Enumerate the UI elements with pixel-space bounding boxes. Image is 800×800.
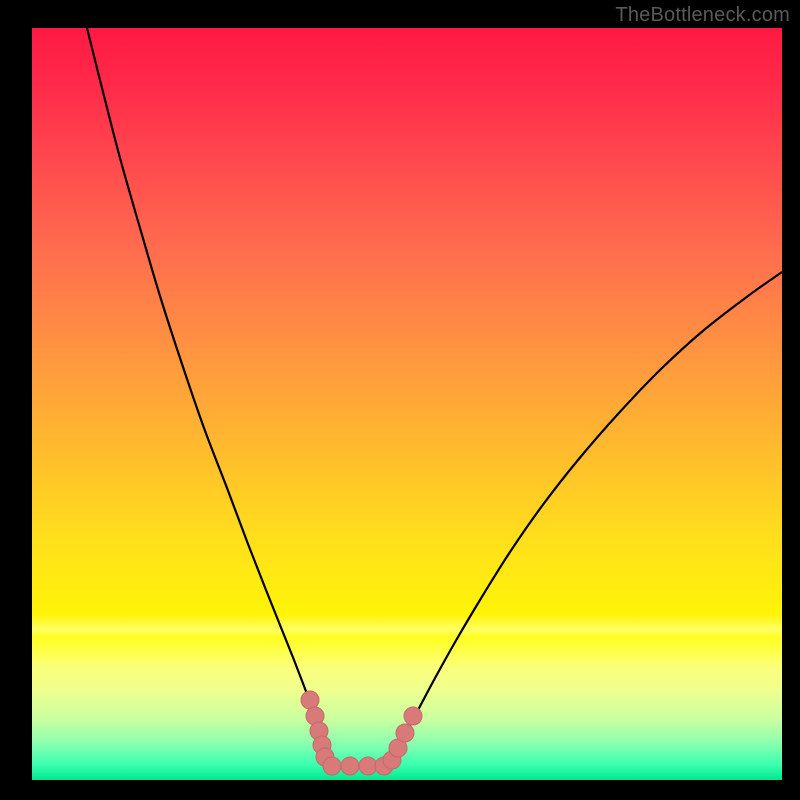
data-marker: [404, 707, 422, 725]
data-marker: [323, 757, 341, 775]
gradient-background: [32, 28, 782, 780]
watermark-text: TheBottleneck.com: [615, 4, 790, 27]
data-marker: [359, 757, 377, 775]
data-marker: [396, 724, 414, 742]
data-marker: [341, 757, 359, 775]
outer-frame: TheBottleneck.com: [0, 0, 800, 800]
chart-svg: [32, 28, 782, 780]
data-marker: [301, 691, 319, 709]
plot-area: [32, 28, 782, 780]
